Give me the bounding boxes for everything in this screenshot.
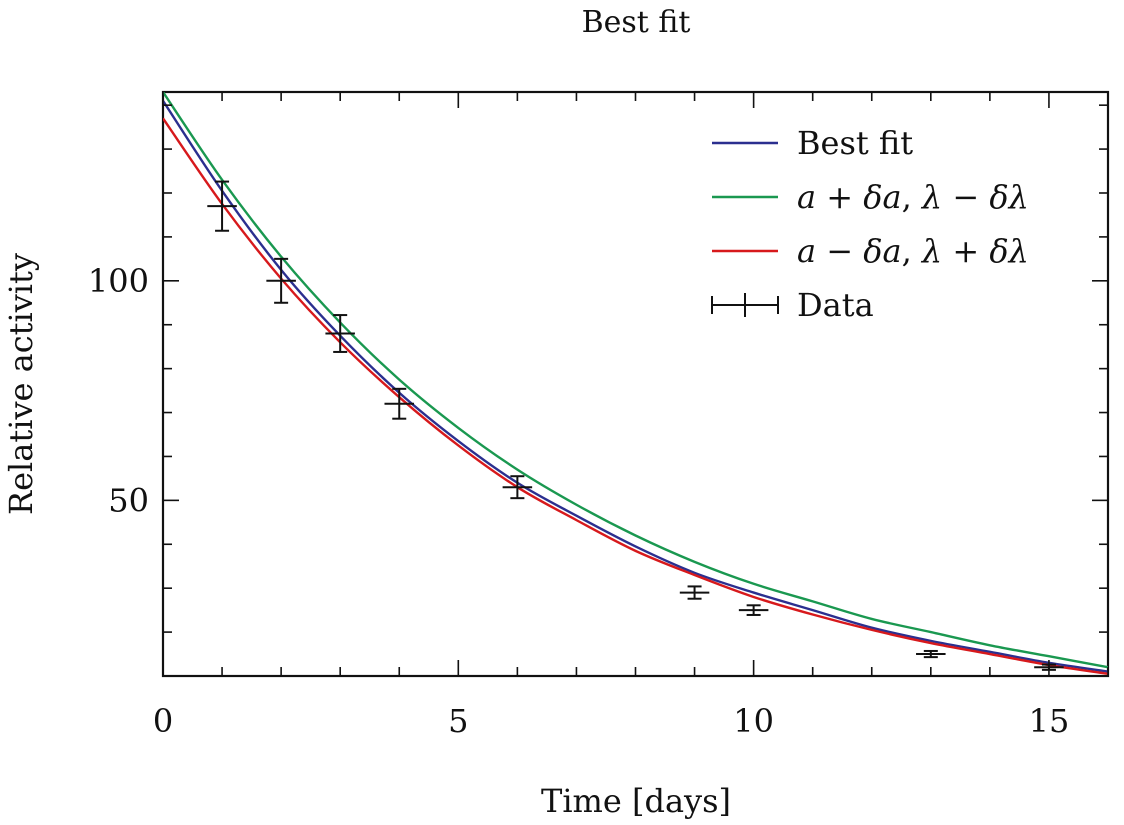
legend-label-part: − — [942, 178, 989, 216]
fit-curves — [163, 92, 1108, 675]
chart-title: Best fit — [582, 5, 691, 40]
legend-label-part: − — [816, 232, 863, 270]
legend-label-part: δλ — [989, 178, 1029, 216]
upper-fit-curve — [163, 92, 1108, 669]
legend-item: Best fit — [712, 124, 913, 162]
legend-item: a − δa, λ + δλ — [712, 232, 1029, 270]
best-fit-curve — [163, 100, 1108, 673]
lower-fit-curve — [163, 117, 1108, 675]
legend-label: Data — [797, 286, 874, 324]
x-tick-label: 10 — [733, 702, 774, 740]
x-axis-label: Time [days] — [541, 782, 731, 820]
data-point — [916, 649, 946, 659]
y-axis-label: Relative activity — [2, 253, 40, 515]
legend-label-part: λ — [920, 232, 942, 270]
x-tick-label: 5 — [448, 702, 468, 740]
legend-label: Best fit — [797, 124, 913, 162]
legend-label-part: δλ — [989, 232, 1029, 270]
data-point — [738, 604, 769, 616]
y-tick-label: 50 — [108, 481, 149, 519]
legend-item: a + δa, λ − δλ — [712, 178, 1029, 216]
legend-label: a + δa, λ − δλ — [797, 178, 1029, 216]
legend-label-part: a — [797, 178, 816, 216]
legend-label-part: , — [902, 178, 922, 216]
legend-label: a − δa, λ + δλ — [797, 232, 1029, 270]
data-point — [207, 180, 237, 232]
legend-item: Data — [711, 286, 874, 324]
legend-label-part: , — [902, 232, 922, 270]
legend-label-part: + — [816, 178, 863, 216]
legend-label-part: δa — [863, 232, 901, 270]
axis-tick-labels: 0 5 10 15 50 100 — [88, 262, 1069, 740]
x-tick-label: 0 — [153, 702, 173, 740]
legend-label-part: a — [797, 232, 816, 270]
data-point — [679, 585, 710, 600]
x-tick-label: 15 — [1029, 702, 1070, 740]
data-point — [502, 475, 533, 500]
legend-label-part: δa — [863, 178, 901, 216]
data-point — [325, 314, 355, 353]
data-point — [266, 257, 296, 304]
y-tick-label: 100 — [88, 262, 149, 300]
legend-label-part: λ — [920, 178, 942, 216]
axis-ticks — [162, 92, 1109, 676]
data-point — [384, 387, 415, 420]
legend-label-part: + — [942, 232, 989, 270]
